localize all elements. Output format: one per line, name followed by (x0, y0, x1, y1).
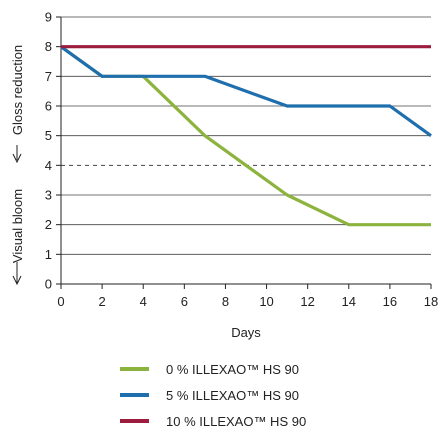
y-axis-title-lower: Visual bloom (10, 189, 25, 263)
legend: 0 % ILLEXAO™ HS 90 5 % ILLEXAO™ HS 90 10… (120, 356, 440, 434)
down-arrow-icon (12, 275, 22, 286)
x-tick-label: 10 (259, 294, 273, 309)
y-tick-label: 9 (45, 10, 52, 25)
legend-swatch-1 (120, 393, 149, 397)
x-tick-label: 8 (222, 294, 229, 309)
y-tick-label: 8 (45, 39, 52, 54)
y-tick-label: 0 (45, 277, 52, 292)
axes (56, 16, 432, 289)
x-tick-label: 6 (181, 294, 188, 309)
y-tick-label: 1 (45, 247, 52, 262)
y-axis-title-upper-group: Gloss reduction (10, 45, 25, 164)
x-tick-label: 16 (383, 294, 397, 309)
series (60, 45, 432, 227)
down-arrow-icon (12, 153, 22, 164)
y-tick-label: 6 (45, 99, 52, 114)
legend-label-1: 5 % ILLEXAO™ HS 90 (166, 387, 299, 403)
y-axis-title-lower-group: Visual bloom (10, 189, 25, 286)
y-tick-label: 7 (45, 69, 52, 84)
y-tick-label: 4 (45, 158, 52, 173)
legend-item-2: 10 % ILLEXAO™ HS 90 (120, 408, 440, 434)
y-axis-title-upper: Gloss reduction (10, 45, 25, 135)
y-tick-label: 2 (45, 217, 52, 232)
y-tick-label: 3 (45, 188, 52, 203)
legend-swatch-2 (120, 419, 149, 423)
gridlines (61, 16, 431, 255)
y-tick-labels: 0 1 2 3 4 5 6 7 8 9 (45, 10, 52, 292)
legend-item-1: 5 % ILLEXAO™ HS 90 (120, 382, 440, 408)
legend-label-0: 0 % ILLEXAO™ HS 90 (166, 361, 299, 377)
series-line-1 (60, 45, 432, 137)
y-tick-label: 5 (45, 128, 52, 143)
x-tick-label: 2 (98, 294, 105, 309)
x-tick-label: 12 (300, 294, 314, 309)
legend-item-0: 0 % ILLEXAO™ HS 90 (120, 356, 440, 382)
x-tick-label: 0 (57, 294, 64, 309)
x-tick-label: 14 (342, 294, 356, 309)
x-tick-labels: 0 2 4 6 8 10 12 14 16 18 (57, 294, 438, 309)
legend-swatch-0 (120, 367, 149, 371)
x-axis-title: Days (231, 325, 261, 340)
legend-label-2: 10 % ILLEXAO™ HS 90 (166, 413, 307, 429)
x-tick-label: 18 (424, 294, 438, 309)
x-tick-label: 4 (140, 294, 147, 309)
